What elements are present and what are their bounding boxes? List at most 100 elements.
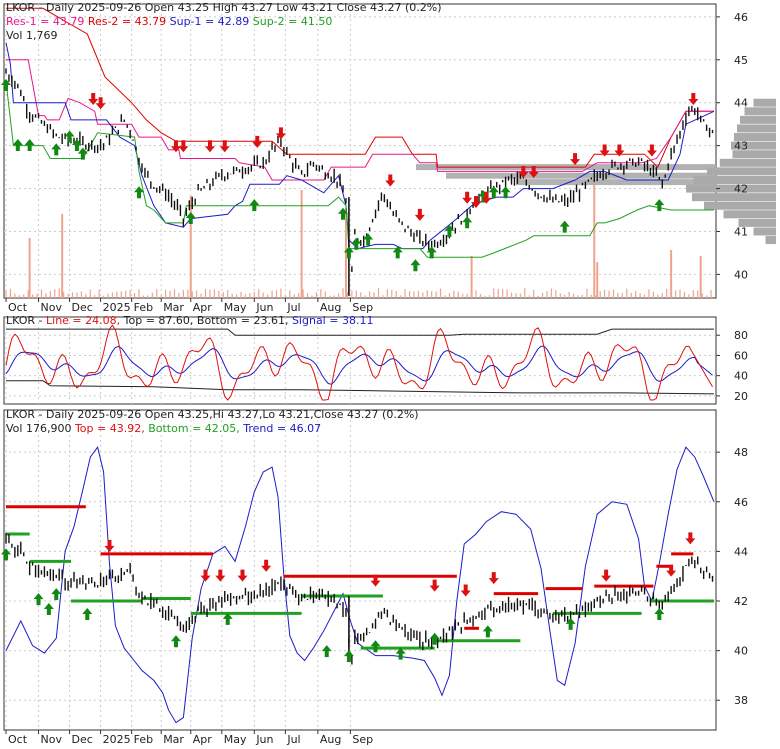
volume-bar [116, 291, 118, 298]
volume-bar [377, 288, 380, 298]
x-tick-label: Feb [134, 301, 153, 314]
trend-legend-stats: Vol 176,900 Top = 43.92, Bottom = 42.05,… [6, 422, 321, 435]
volume-bar [189, 196, 192, 298]
volume-bar [586, 288, 588, 298]
volume-bar [36, 293, 38, 298]
volume-bar [222, 292, 224, 298]
legend-part: Sup-2 = 41.50 [253, 15, 333, 28]
volume-bar [590, 294, 592, 298]
volume-bar [111, 292, 114, 298]
volume-bar [635, 290, 637, 298]
volume-bar [550, 288, 553, 298]
volume-bar [351, 290, 353, 298]
volume-bar [196, 290, 198, 298]
volume-bar [227, 290, 229, 298]
volume-bar [528, 295, 530, 298]
legend-part: Trend = 46.07 [242, 422, 321, 435]
volume-bar [670, 250, 673, 298]
volume-bar [510, 292, 513, 298]
volume-bar [98, 289, 100, 298]
volume-bar [652, 291, 654, 298]
volume-bar [156, 289, 158, 298]
x-tick-label: Dec [72, 301, 93, 314]
volume-bar [515, 293, 517, 298]
profile-bar [704, 201, 776, 210]
volume-bar [235, 294, 238, 298]
volume-bar [697, 290, 699, 298]
profile-bar [723, 210, 776, 219]
bottom-band-line [6, 380, 715, 395]
volume-bar [240, 291, 242, 298]
volume-bar [71, 292, 74, 298]
volume-bar [32, 294, 34, 298]
trend-price-bars [5, 532, 714, 665]
down-arrow [688, 93, 699, 106]
signal-arrows [1, 78, 699, 272]
volume-bar [617, 292, 619, 298]
volume-bar [559, 293, 561, 298]
down-arrow [518, 165, 529, 178]
volume-bar [324, 291, 326, 298]
volume-bar [129, 290, 131, 298]
stochastic-panel: 20 40 60 80 LKOR - Line = 24.08, Top = 87.6… [3, 314, 748, 405]
volume-bar [337, 293, 340, 298]
volume-bar [657, 294, 659, 298]
profile-bar [693, 175, 776, 184]
down-arrow [252, 135, 263, 148]
volume-bar [674, 290, 677, 298]
volume-bar [444, 295, 446, 298]
x-tick-label: Mar [163, 301, 184, 314]
legend-part: LKOR - [6, 314, 46, 327]
volume-bar [133, 293, 136, 298]
volume-bar [5, 290, 7, 298]
profile-bar [765, 236, 776, 245]
down-arrow [666, 564, 677, 577]
profile-bar [731, 141, 776, 150]
volume-bar [244, 294, 247, 298]
volume-bar [165, 289, 167, 298]
x-tick-label: Sep [352, 733, 373, 745]
volume-bar [413, 291, 415, 298]
legend-part: Signal = 38.11 [292, 314, 374, 327]
up-arrow [24, 139, 35, 152]
x-tick-label: Jun [255, 301, 273, 314]
volume-bar [493, 288, 495, 298]
price-y-axis: 40 41 42 43 44 45 46 [716, 11, 748, 281]
volume-bar [572, 293, 575, 298]
up-arrow [370, 640, 381, 653]
down-arrow [275, 127, 286, 140]
volume-bar [280, 288, 282, 298]
profile-bar [753, 98, 776, 107]
volume-bar [488, 295, 490, 298]
volume-bar [369, 291, 371, 298]
volume-bar [173, 289, 176, 298]
volume-bar [593, 184, 596, 298]
volume-bar [679, 289, 681, 298]
down-arrow [429, 579, 440, 592]
trend-curve [5, 446, 715, 724]
volume-bar [382, 295, 384, 298]
trend-y-axis: 38 40 42 44 46 48 [716, 446, 748, 707]
up-arrow [1, 78, 11, 91]
up-arrow [363, 233, 374, 246]
x-tick-label: Nov [41, 301, 63, 314]
volume-bar [27, 289, 29, 298]
volume-bar [18, 295, 20, 298]
x-tick-label: Oct [8, 733, 28, 745]
volume-bar [28, 238, 31, 298]
x-tick-label: 2025 [103, 733, 131, 745]
profile-bar [732, 150, 776, 159]
up-arrow [64, 130, 75, 143]
x-tick-label: Jul [286, 733, 300, 745]
up-arrow [565, 617, 576, 630]
volume-bar [701, 293, 703, 298]
down-arrow [261, 559, 272, 572]
volume-bar [67, 293, 69, 298]
up-arrow [429, 632, 440, 645]
volume-bar [298, 293, 300, 298]
stochastic-legend: LKOR - Line = 24.08, Top = 87.60, Bottom… [6, 314, 373, 327]
legend-part: Sup-1 = 42.89 [170, 15, 253, 28]
volume-bar [448, 293, 451, 298]
profile-bar [446, 172, 716, 179]
